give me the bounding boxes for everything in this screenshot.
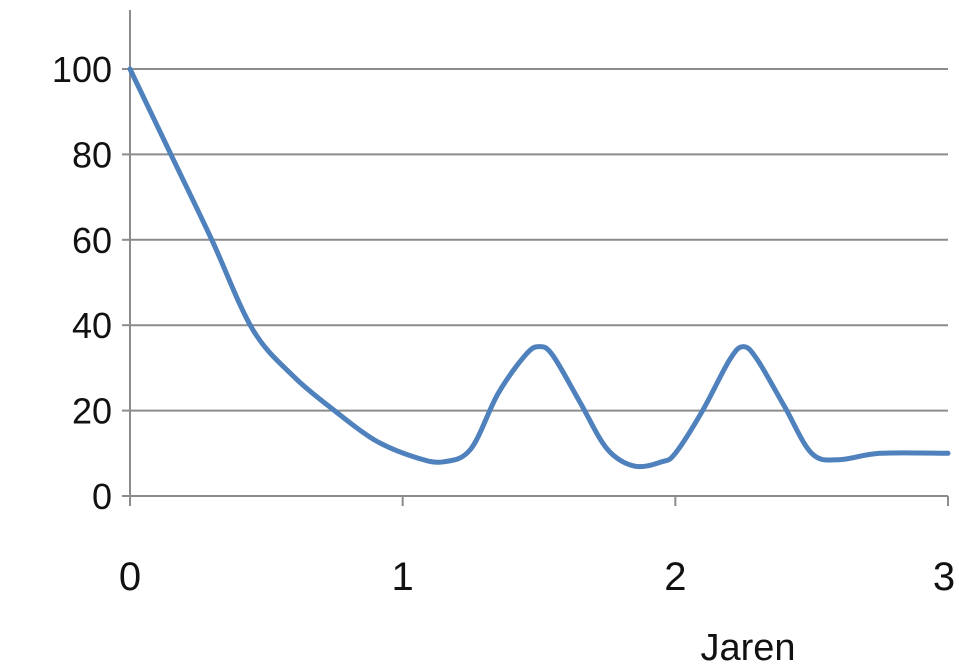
y-tick-label-60: 60	[72, 220, 112, 261]
y-tick-label-80: 80	[72, 134, 112, 175]
gridlines	[130, 68, 948, 412]
y-tick-label-0: 0	[92, 476, 112, 517]
y-tick-label-40: 40	[72, 305, 112, 346]
x-tick-labels: 0 1 2 3	[119, 555, 955, 599]
series-group	[127, 66, 951, 470]
y-tick-label-20: 20	[72, 391, 112, 432]
x-tick-label-0: 0	[119, 555, 141, 599]
y-tick-label-100: 100	[52, 49, 112, 90]
x-axis-label: Jaren	[700, 627, 795, 669]
x-tick-label-2: 2	[664, 555, 686, 599]
series-line-0	[127, 66, 951, 470]
x-tick-label-3: 3	[933, 555, 955, 599]
axes	[122, 10, 949, 506]
y-tick-labels: 0 20 40 60 80 100	[52, 49, 112, 517]
x-tick-label-1: 1	[392, 555, 414, 599]
